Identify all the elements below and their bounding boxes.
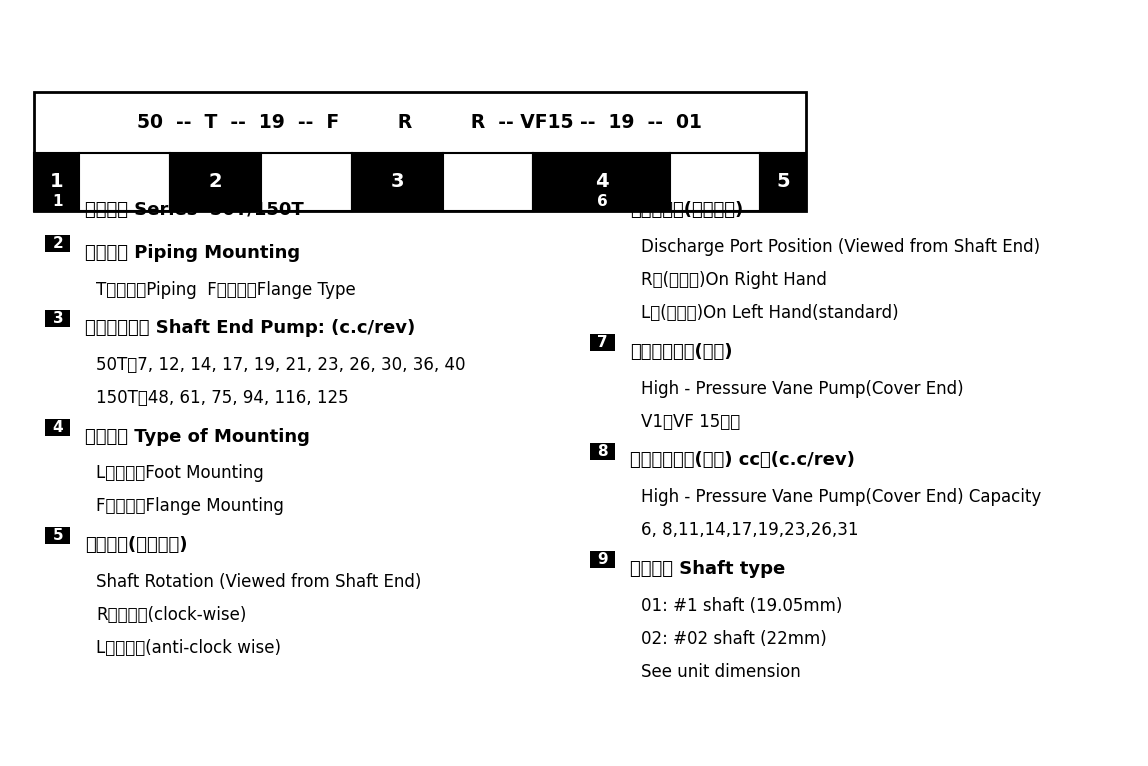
Text: 150T：48, 61, 75, 94, 116, 125: 150T：48, 61, 75, 94, 116, 125	[96, 389, 349, 407]
FancyBboxPatch shape	[46, 235, 70, 252]
Text: 2: 2	[53, 236, 63, 251]
Bar	[34, 92, 806, 211]
Text: 1: 1	[49, 172, 63, 192]
Text: 02: #02 shaft (22mm): 02: #02 shaft (22mm)	[641, 630, 827, 648]
Text: 4: 4	[595, 172, 608, 192]
Bar	[534, 153, 669, 211]
Text: 3: 3	[53, 312, 63, 326]
Text: 7: 7	[597, 336, 608, 350]
FancyBboxPatch shape	[590, 552, 615, 568]
Text: 5: 5	[776, 172, 790, 192]
Text: 安裝方式 Type of Mounting: 安裝方式 Type of Mounting	[85, 427, 310, 446]
Text: V1：VF 15系列: V1：VF 15系列	[641, 413, 740, 430]
Text: See unit dimension: See unit dimension	[641, 663, 801, 681]
Text: 6, 8,11,14,17,19,23,26,31: 6, 8,11,14,17,19,23,26,31	[641, 522, 859, 539]
FancyBboxPatch shape	[46, 310, 70, 327]
FancyBboxPatch shape	[46, 193, 70, 210]
Text: 8: 8	[597, 444, 608, 459]
FancyBboxPatch shape	[46, 528, 70, 545]
Text: 01: #1 shaft (19.05mm): 01: #1 shaft (19.05mm)	[641, 597, 843, 614]
Text: 50  --  T  --  19  --  F         R         R  -- VF15 --  19  --  01: 50 -- T -- 19 -- F R R -- VF15 -- 19 -- …	[138, 113, 703, 132]
Text: R：(在右邊)On Right Hand: R：(在右邊)On Right Hand	[641, 271, 827, 290]
Bar	[79, 153, 170, 211]
Text: 3: 3	[390, 172, 404, 192]
Bar	[351, 153, 443, 211]
Text: 9: 9	[597, 552, 608, 567]
Text: 高壓葉片幫浦(端蓋): 高壓葉片幫浦(端蓋)	[630, 343, 732, 361]
Text: 5: 5	[53, 529, 63, 543]
Bar	[34, 153, 79, 211]
Text: Discharge Port Position (Viewed from Shaft End): Discharge Port Position (Viewed from Sha…	[641, 238, 1040, 256]
Text: 回轉方向(從軸端看): 回轉方向(從軸端看)	[85, 536, 187, 554]
FancyBboxPatch shape	[46, 419, 70, 436]
Bar	[669, 153, 760, 211]
FancyBboxPatch shape	[590, 443, 615, 460]
Bar	[760, 153, 806, 211]
Text: High - Pressure Vane Pump(Cover End): High - Pressure Vane Pump(Cover End)	[641, 380, 964, 398]
FancyBboxPatch shape	[590, 193, 615, 210]
Text: 軸端幫浦排量 Shaft End Pump: (c.c/rev): 軸端幫浦排量 Shaft End Pump: (c.c/rev)	[85, 319, 416, 337]
Text: 4: 4	[53, 420, 63, 435]
Text: 配管方式 Piping Mounting: 配管方式 Piping Mounting	[85, 244, 301, 262]
Text: 2: 2	[209, 172, 223, 192]
Text: R：順時针(clock-wise): R：順時针(clock-wise)	[96, 606, 247, 624]
Text: F：法蘭式Flange Mounting: F：法蘭式Flange Mounting	[96, 497, 285, 516]
Text: Shaft Rotation (Viewed from Shaft End): Shaft Rotation (Viewed from Shaft End)	[96, 573, 421, 591]
Text: T：配管式Piping  F：法蘭式Flange Type: T：配管式Piping F：法蘭式Flange Type	[96, 280, 356, 299]
Bar	[170, 153, 261, 211]
Text: 6: 6	[597, 194, 608, 208]
Text: L：逆時针(anti-clock wise): L：逆時针(anti-clock wise)	[96, 639, 281, 657]
Text: L：脚座式Foot Mounting: L：脚座式Foot Mounting	[96, 464, 264, 483]
Text: 軸徑樣式 Shaft type: 軸徑樣式 Shaft type	[630, 560, 785, 578]
Text: L：(在左邊)On Left Hand(standard): L：(在左邊)On Left Hand(standard)	[641, 304, 899, 322]
Text: High - Pressure Vane Pump(Cover End) Capacity: High - Pressure Vane Pump(Cover End) Cap…	[641, 488, 1041, 506]
Text: 1: 1	[53, 194, 63, 208]
Text: 50T：7, 12, 14, 17, 19, 21, 23, 26, 30, 36, 40: 50T：7, 12, 14, 17, 19, 21, 23, 26, 30, 3…	[96, 356, 466, 374]
Text: 高壓葉片幫浦(端蓋) cc數(c.c/rev): 高壓葉片幫浦(端蓋) cc數(c.c/rev)	[630, 451, 854, 470]
Bar	[443, 153, 534, 211]
Text: 出油口位置(從軸端看): 出油口位置(從軸端看)	[630, 201, 743, 219]
FancyBboxPatch shape	[590, 335, 615, 352]
Text: 系列名稱 Series  50T/150T: 系列名稱 Series 50T/150T	[85, 201, 304, 219]
Bar	[261, 153, 351, 211]
